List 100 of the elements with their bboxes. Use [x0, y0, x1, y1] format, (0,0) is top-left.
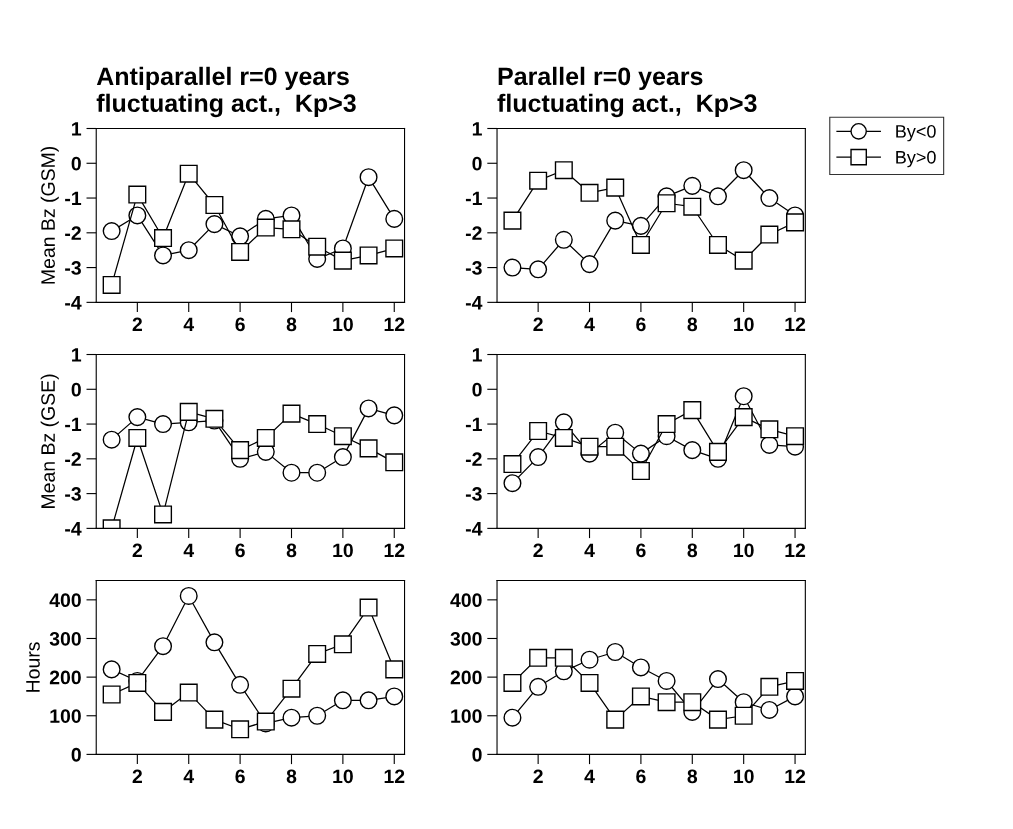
x-tick-label: 2 — [132, 769, 142, 784]
x-tick-label: 10 — [734, 317, 754, 332]
y-tick-label: 1 — [472, 348, 482, 362]
x-tick-label: 10 — [333, 317, 353, 332]
point — [503, 474, 522, 493]
point — [308, 237, 327, 256]
y-tick-label: -4 — [65, 296, 82, 310]
point — [231, 675, 250, 694]
y-tick-label: -4 — [65, 522, 82, 536]
x-tick-label: 8 — [687, 769, 698, 784]
point — [385, 687, 404, 706]
point — [580, 673, 599, 692]
y-tick-label: -1 — [65, 191, 82, 206]
point — [606, 178, 625, 197]
point — [657, 671, 676, 691]
y-tick-label: 400 — [49, 593, 81, 608]
point — [554, 428, 573, 447]
point — [786, 213, 805, 232]
point — [786, 671, 805, 691]
point — [256, 218, 275, 237]
y-tick-label: 0 — [472, 747, 482, 762]
point — [282, 220, 301, 239]
y-tick-label: -2 — [465, 226, 482, 240]
point — [231, 720, 250, 739]
point — [385, 239, 404, 258]
point — [154, 637, 173, 656]
point — [529, 171, 548, 190]
y-tick-label: -1 — [465, 191, 482, 206]
x-tick-label: 4 — [584, 769, 595, 784]
point — [631, 235, 650, 255]
point — [683, 693, 702, 712]
point — [333, 448, 352, 467]
point — [128, 185, 147, 204]
x-tick-label: 8 — [286, 317, 297, 332]
x-tick-label: 8 — [286, 543, 297, 558]
point — [102, 275, 121, 294]
point — [631, 461, 650, 481]
x-tick-label: 12 — [785, 769, 806, 784]
point — [333, 691, 352, 710]
point — [760, 677, 779, 696]
point — [708, 442, 728, 461]
point — [333, 427, 352, 446]
point — [333, 251, 352, 270]
point — [503, 211, 522, 230]
y-tick-label: -3 — [465, 261, 482, 275]
point — [708, 187, 728, 206]
y-tick-label: -3 — [65, 487, 81, 501]
x-tick-label: 6 — [636, 317, 646, 332]
x-tick-label: 12 — [785, 543, 806, 558]
point — [179, 164, 198, 183]
point — [683, 176, 702, 195]
x-tick-label: 2 — [533, 543, 543, 558]
point — [657, 194, 676, 213]
point — [256, 428, 275, 447]
point — [734, 161, 753, 180]
point — [154, 415, 173, 434]
y-tick-label: 100 — [451, 709, 482, 723]
y-axis-title: Mean Bz (GSM) — [40, 146, 59, 284]
x-tick-label: 12 — [384, 543, 405, 558]
point — [580, 255, 599, 274]
x-tick-label: 2 — [533, 769, 543, 784]
y-tick-label: 0 — [71, 156, 81, 171]
point — [734, 408, 753, 427]
y-tick-label: 1 — [72, 122, 82, 136]
point — [128, 408, 147, 427]
y-tick-label: -4 — [465, 296, 483, 310]
y-tick-label: 100 — [50, 709, 81, 723]
point — [385, 209, 404, 228]
point — [683, 441, 702, 460]
y-tick-label: 300 — [450, 631, 482, 646]
x-tick-label: 12 — [384, 769, 405, 784]
point — [128, 206, 147, 225]
y-axis-title: Mean Bz (GSE) — [40, 374, 59, 508]
y-tick-label: -1 — [65, 417, 82, 432]
point — [359, 598, 378, 617]
x-tick-label: 2 — [132, 317, 142, 332]
y-tick-label: -2 — [65, 452, 81, 466]
point — [631, 216, 650, 235]
point — [760, 420, 779, 439]
x-tick-label: 6 — [235, 543, 245, 558]
point — [503, 673, 522, 692]
point — [580, 650, 599, 669]
point — [580, 437, 599, 456]
x-tick-label: 2 — [132, 543, 142, 558]
point — [128, 428, 147, 447]
point — [631, 687, 650, 706]
point — [333, 635, 352, 654]
point — [529, 448, 548, 467]
point — [154, 246, 173, 265]
point — [205, 195, 224, 215]
point — [179, 586, 198, 606]
point — [554, 230, 573, 249]
point — [529, 421, 548, 441]
point — [359, 691, 378, 710]
x-tick-label: 4 — [584, 543, 595, 558]
y-tick-label: -4 — [465, 522, 483, 536]
point — [102, 660, 121, 679]
point — [580, 183, 599, 202]
y-tick-label: 0 — [71, 382, 81, 397]
x-tick-label: 12 — [384, 317, 405, 332]
